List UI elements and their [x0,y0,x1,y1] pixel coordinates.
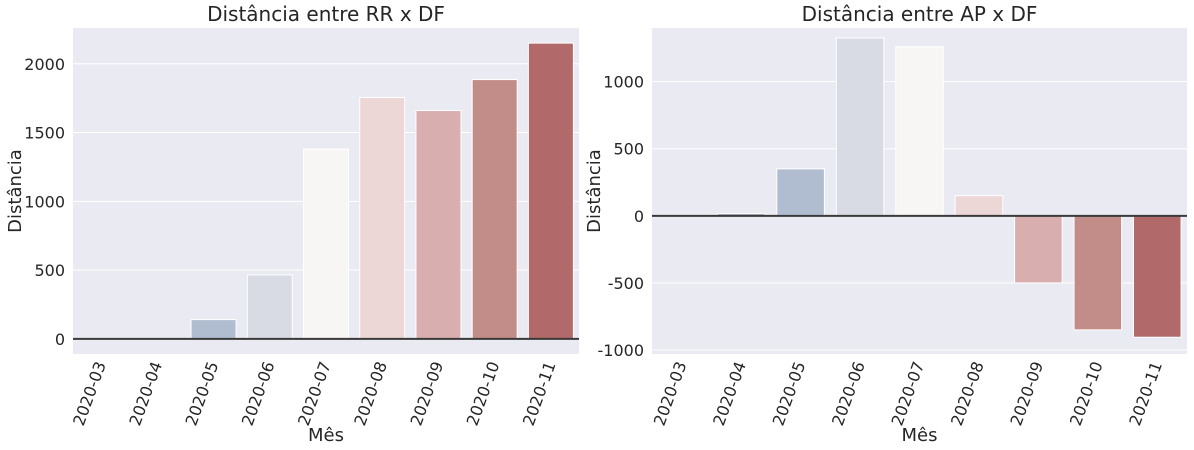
y-tick-label: 1000 [24,192,65,211]
x-tick-label: 2020-04 [709,359,750,428]
x-tick-label: 2020-06 [828,359,869,428]
y-tick-label: 2000 [24,55,65,74]
bar-2020-07 [895,46,944,217]
bar-2020-05 [776,168,825,217]
x-tick-labels: 2020-03 2020-04 2020-05 2020-06 2020-07 2020-… [650,359,1166,428]
x-tick-label: 2020-07 [888,359,929,428]
x-tick-label: 2020-10 [1066,359,1107,428]
y-tick-label: -500 [608,274,644,293]
x-tick-label: 2020-09 [1006,359,1047,428]
y-tick-labels: -1000 -500 0 500 1000 [598,73,645,360]
bar-2020-07 [303,148,349,340]
y-axis-label: Distância [5,149,26,233]
bar-2020-06 [246,274,293,340]
x-tick-labels: 2020-03 2020-04 2020-05 2020-06 2020-07 2020-… [69,359,559,428]
bar-2020-11 [1133,215,1182,338]
y-tick-label: 500 [613,140,644,159]
x-tick-label: 2020-10 [463,359,504,428]
x-tick-label: 2020-11 [519,359,560,428]
y-tick-label: 0 [634,207,644,226]
bar-2020-10 [1073,215,1123,331]
bar-2020-10 [471,79,518,340]
x-tick-label: 2020-08 [947,359,988,428]
y-tick-label: 1000 [603,73,644,92]
chart-title: Distância entre AP x DF [802,2,1038,26]
bars [716,37,1182,338]
x-tick-label: 2020-11 [1125,359,1166,428]
bar-2020-11 [527,42,574,340]
x-tick-label: 2020-09 [406,359,447,428]
bar-2020-06 [835,37,885,217]
y-tick-label: 0 [55,330,65,349]
bar-2020-05 [190,319,237,340]
bar-2020-09 [415,110,462,340]
x-tick-label: 2020-05 [769,359,810,428]
y-tick-labels: 0 500 1000 1500 2000 [24,55,65,349]
x-axis-label: Mês [902,425,938,446]
bars [190,42,574,340]
chart-title: Distância entre RR x DF [207,2,445,26]
y-axis-label: Distância [584,149,605,233]
x-tick-label: 2020-05 [182,359,223,428]
y-tick-label: 500 [34,261,65,280]
x-tick-label: 2020-03 [650,359,691,428]
y-tick-label: 1500 [24,124,65,143]
bar-2020-08 [359,96,406,340]
bar-2020-09 [1014,215,1063,284]
x-tick-label: 2020-07 [294,359,335,428]
x-tick-label: 2020-08 [350,359,391,428]
y-tick-label: -1000 [598,341,645,360]
x-axis-label: Mês [308,425,344,446]
x-tick-label: 2020-06 [238,359,279,428]
x-tick-label: 2020-04 [125,359,166,428]
bar-2020-08 [954,195,1004,217]
x-tick-label: 2020-03 [69,359,110,428]
